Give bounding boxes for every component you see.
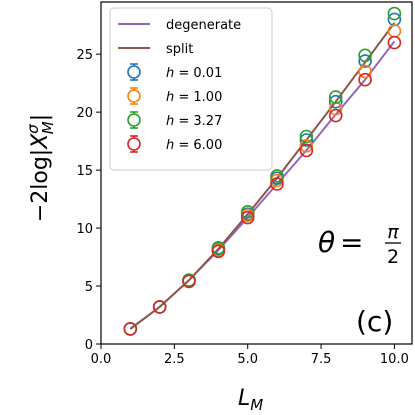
legend-marker-3	[127, 137, 141, 151]
y-tick-label-5: 25	[76, 48, 93, 63]
legend-label-series-1: h = 1.00	[166, 90, 222, 105]
theta-denominator: 2	[387, 246, 399, 268]
legend-label-degenerate: degenerate	[166, 18, 241, 33]
plot-layer	[123, 6, 402, 336]
x-tick-label-3: 7.5	[311, 352, 332, 367]
legend-marker-1	[127, 89, 141, 103]
legend: degenerate split h = 0.01 h = 1.00 h = 3.27 h…	[109, 7, 273, 171]
marker-series-3-point-1	[152, 300, 167, 314]
marker-series-1-point-8	[358, 64, 372, 79]
marker-series-2-point-5	[270, 169, 284, 183]
y-tick-label-2: 10	[76, 222, 93, 237]
marker-series-3-point-0	[123, 322, 138, 336]
x-tick-label-0: 0.0	[91, 352, 112, 367]
line-split	[129, 22, 396, 330]
marker-series-2-point-7	[328, 90, 343, 104]
panel-label: (c)	[356, 305, 393, 338]
marker-series-3-point-8	[358, 72, 372, 87]
marker-series-1-point-6	[299, 139, 314, 153]
marker-series-0-point-7	[328, 94, 343, 109]
marker-series-2-point-4	[240, 205, 255, 219]
x-axis-label: LM	[238, 386, 263, 414]
legend-label-series-0: h = 0.01	[166, 66, 222, 81]
legend-marker-2	[127, 113, 141, 127]
y-tick-label-1: 5	[85, 280, 93, 295]
legend-marker-0	[127, 65, 141, 79]
legend-label-series-3: h = 6.00	[166, 138, 222, 153]
theta-equals: =	[340, 226, 363, 259]
x-tick-label-4: 10.0	[380, 352, 409, 367]
x-tick-label-2: 5.0	[237, 352, 258, 367]
y-tick-label-3: 15	[76, 164, 93, 179]
marker-series-2-point-3	[211, 241, 226, 255]
plot-frame	[100, 1, 413, 345]
marker-series-3-point-2	[182, 274, 196, 289]
legend-box	[109, 7, 273, 171]
marker-series-0-point-6	[299, 133, 314, 147]
marker-series-3-point-7	[328, 108, 343, 123]
marker-series-0-point-8	[358, 54, 372, 68]
theta-numerator: π	[387, 221, 399, 243]
y-tick-label-4: 20	[76, 106, 93, 121]
marker-series-3-point-4	[240, 210, 255, 225]
y-axis-label: −2log|XσM|	[24, 114, 57, 222]
theta-symbol: θ	[318, 226, 335, 259]
marker-series-3-point-3	[211, 244, 226, 259]
marker-series-3-point-5	[270, 177, 284, 191]
marker-series-3-point-6	[299, 143, 314, 158]
marker-series-1-point-9	[387, 24, 402, 38]
marker-series-2-point-8	[358, 48, 372, 63]
theta-annotation: θ = π 2	[318, 221, 401, 268]
legend-label-split: split	[166, 42, 193, 57]
marker-series-2-point-9	[387, 6, 402, 21]
legend-label-series-2: h = 3.27	[166, 114, 222, 129]
marker-series-1-point-5	[270, 173, 284, 188]
x-tick-label-1: 2.5	[164, 352, 185, 367]
marker-series-2-point-6	[299, 129, 314, 144]
legend-items: degenerate split h = 0.01 h = 1.00 h = 3.27 h…	[118, 18, 241, 153]
y-tick-label-0: 0	[85, 338, 93, 353]
marker-series-3-point-9	[387, 35, 402, 50]
ticks-layer: 0.0 2.5 5.0 7.5 10.0 0 5 10 15 20 25	[76, 48, 408, 367]
